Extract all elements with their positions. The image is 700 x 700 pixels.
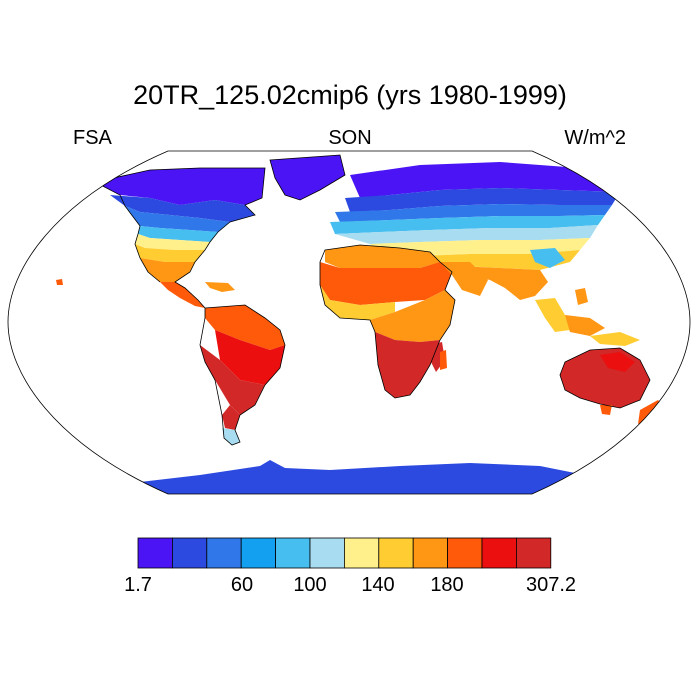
colorbar-swatch xyxy=(309,537,345,569)
antarctica xyxy=(100,460,600,494)
hawaii xyxy=(56,279,63,285)
colorbar-swatch xyxy=(516,537,552,569)
variable-label: FSA xyxy=(73,127,112,149)
eurasia xyxy=(330,162,620,300)
colorbar-label: 307.2 xyxy=(525,574,577,596)
season-label: SON xyxy=(328,127,372,149)
coastlines xyxy=(94,154,651,446)
colorbar-label: 1.7 xyxy=(124,574,152,596)
colorbar-swatch xyxy=(481,537,517,569)
plot-title: 20TR_125.02cmip6 (yrs 1980-1999) xyxy=(133,80,567,110)
colorbar-label: 180 xyxy=(430,574,464,596)
colorbar-swatch xyxy=(343,537,380,569)
north-america xyxy=(95,168,265,308)
australia xyxy=(560,348,665,424)
colorbar-label: 60 xyxy=(230,574,254,596)
continents xyxy=(56,154,665,494)
colorbar-swatch xyxy=(171,537,208,569)
colorbar-swatch xyxy=(447,537,483,569)
colorbar-swatch xyxy=(137,537,173,569)
greenland xyxy=(270,155,345,200)
southeast-asia xyxy=(535,288,640,346)
colorbar-label: 100 xyxy=(293,574,327,596)
colorbar xyxy=(137,537,552,569)
units-label: W/m^2 xyxy=(564,127,626,149)
madagascar xyxy=(440,350,447,370)
colorbar-swatch xyxy=(378,537,414,569)
colorbar-swatch xyxy=(206,537,242,569)
colorbar-swatch xyxy=(412,537,449,569)
colorbar-swatch xyxy=(240,537,276,569)
africa xyxy=(320,245,488,398)
colorbar-label: 140 xyxy=(361,574,395,596)
colorbar-swatch xyxy=(275,537,311,569)
map-border xyxy=(7,150,691,495)
south-america xyxy=(200,305,285,445)
